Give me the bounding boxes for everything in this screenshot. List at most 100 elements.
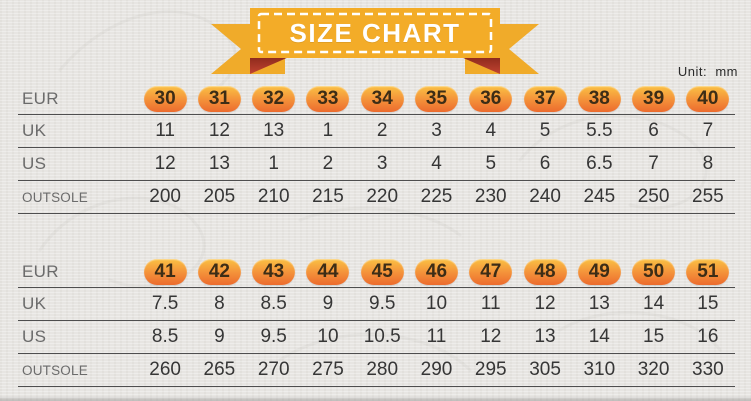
eur-size-badge: 35 (414, 86, 458, 112)
eur-size-badge: 34 (360, 86, 404, 112)
size-row-eur: EUR 41 42 43 44 45 46 47 48 49 50 51 (18, 257, 735, 288)
size-table-eur-30-40: EUR 30 31 32 33 34 35 36 37 38 39 40 UK 11 12 13 1 2 3 4 5 5.… (18, 84, 735, 214)
eur-size-badge: 39 (632, 86, 676, 112)
size-value-cell: 13 (208, 153, 230, 174)
eur-size-badge: 47 (469, 259, 513, 285)
eur-badge-cell: 48 (518, 259, 572, 285)
size-value-cell: 310 (583, 359, 616, 380)
size-value-cell: 245 (583, 186, 616, 207)
eur-badge-cell: 50 (626, 259, 680, 285)
eur-size-badge: 42 (197, 259, 241, 285)
eur-size-badge: 30 (143, 86, 187, 112)
size-value-cell: 5.5 (586, 120, 613, 141)
size-value-cell: 275 (312, 359, 344, 380)
eur-size-badge: 32 (252, 86, 296, 112)
size-value-cell: 220 (366, 186, 399, 207)
size-value-cell: 305 (529, 359, 561, 380)
size-value-cell: 7 (648, 153, 659, 174)
size-value-cell: 290 (420, 359, 453, 380)
size-value-cell: 3 (431, 120, 442, 141)
eur-badge-cell: 44 (301, 259, 355, 285)
row-label-eur: EUR (22, 89, 59, 108)
size-value-cell: 12 (154, 153, 176, 174)
size-value-cell: 7 (702, 120, 714, 141)
size-value-cell: 225 (420, 186, 453, 207)
size-value-cell: 16 (697, 326, 719, 347)
eur-badge-cell: 46 (409, 259, 463, 285)
size-row-outsole: OUTSOLE 260 265 270 275 280 290 295 305 310 320 330 (18, 354, 735, 387)
size-value-cell: 330 (692, 359, 724, 380)
eur-badge-cell: 39 (626, 86, 680, 112)
size-row-uk: UK 11 12 13 1 2 3 4 5 5.5 6 7 (18, 115, 735, 148)
eur-badge-cell: 30 (138, 86, 192, 112)
size-value-cell: 15 (643, 326, 665, 347)
eur-badge-cell: 40 (681, 86, 735, 112)
size-value-cell: 230 (474, 186, 507, 207)
page-title: SIZE CHART (289, 17, 461, 48)
size-value-cell: 1 (268, 153, 279, 174)
ribbon-center-plate (250, 8, 500, 58)
eur-size-badge: 44 (306, 259, 350, 285)
eur-badge-cell: 47 (464, 259, 518, 285)
eur-size-badge: 49 (577, 259, 621, 285)
eur-badge-cell: 34 (355, 86, 409, 112)
size-value-cell: 10 (425, 293, 448, 314)
size-value-cell: 6.5 (586, 153, 613, 174)
row-label-outsole: OUTSOLE (22, 362, 88, 378)
size-value-cell: 14 (588, 326, 610, 347)
eur-badge-cell: 37 (518, 86, 572, 112)
eur-badge-cell: 33 (301, 86, 355, 112)
size-value-cell: 13 (534, 326, 556, 347)
eur-badge-cell: 31 (192, 86, 246, 112)
size-row-uk: UK 7.5 8 8.5 9 9.5 10 11 12 13 14 15 (18, 288, 735, 321)
size-value-cell: 12 (208, 120, 230, 141)
size-row-eur: EUR 30 31 32 33 34 35 36 37 38 39 40 (18, 84, 735, 115)
size-value-cell: 11 (480, 293, 501, 314)
size-value-cell: 9.5 (260, 326, 287, 347)
eur-size-badge: 48 (523, 259, 567, 285)
size-value-cell: 13 (263, 120, 285, 141)
size-value-cell: 9.5 (369, 293, 396, 314)
eur-size-badge: 46 (414, 259, 458, 285)
eur-size-badge: 41 (143, 259, 187, 285)
eur-badge-cell: 36 (464, 86, 518, 112)
row-label-eur: EUR (22, 262, 59, 281)
eur-badge-cell: 38 (572, 86, 626, 112)
size-value-cell: 5 (539, 120, 551, 141)
ribbon-left-fold (250, 57, 289, 74)
size-value-cell: 6 (539, 153, 551, 174)
row-label-uk: UK (22, 121, 47, 140)
size-value-cell: 7.5 (151, 293, 179, 314)
eur-badge-cell: 51 (681, 259, 735, 285)
size-chart-banner: SIZE CHART (205, 0, 545, 82)
size-value-cell: 3 (376, 153, 388, 174)
size-value-cell: 295 (474, 359, 507, 380)
row-label-uk: UK (22, 294, 47, 313)
eur-badge-cell: 35 (409, 86, 463, 112)
eur-size-badge: 37 (523, 86, 567, 112)
eur-size-badge: 38 (577, 86, 621, 112)
eur-size-badge: 40 (686, 86, 730, 112)
size-value-cell: 6 (648, 120, 659, 141)
eur-badge-cell: 49 (572, 259, 626, 285)
size-value-cell: 200 (149, 186, 181, 207)
size-value-cell: 15 (697, 293, 719, 314)
size-value-cell: 250 (637, 186, 670, 207)
size-value-cell: 4 (485, 120, 497, 141)
size-value-cell: 270 (257, 359, 290, 380)
size-row-us: US 12 13 1 2 3 4 5 6 6.5 7 8 (18, 148, 735, 181)
size-value-cell: 210 (257, 186, 290, 207)
eur-size-badge: 45 (360, 259, 404, 285)
size-value-cell: 2 (322, 153, 334, 174)
ribbon-right-fold (461, 57, 500, 74)
size-value-cell: 260 (149, 359, 181, 380)
size-value-cell: 8.5 (260, 293, 287, 314)
size-value-cell: 9 (322, 293, 334, 314)
size-value-cell: 10.5 (363, 326, 401, 347)
eur-size-badge: 33 (306, 86, 350, 112)
size-value-cell: 8 (214, 293, 225, 314)
row-label-us: US (22, 154, 47, 173)
size-value-cell: 11 (426, 326, 447, 347)
eur-badge-cell: 43 (247, 259, 301, 285)
